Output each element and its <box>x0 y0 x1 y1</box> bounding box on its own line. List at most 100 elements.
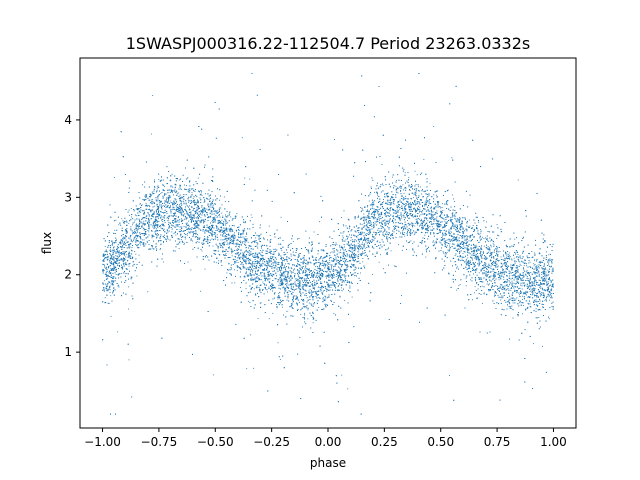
data-point <box>314 284 315 286</box>
data-point <box>145 196 147 198</box>
data-point <box>327 296 329 298</box>
data-point <box>510 272 512 274</box>
data-point <box>518 294 520 296</box>
data-point <box>146 241 148 243</box>
data-point <box>436 224 438 226</box>
data-point <box>506 264 508 266</box>
data-point <box>303 256 305 258</box>
data-point <box>133 228 135 230</box>
data-point <box>307 318 309 320</box>
data-point <box>180 214 182 216</box>
data-point <box>245 236 247 238</box>
data-point <box>369 241 371 243</box>
data-point <box>497 266 499 268</box>
data-point <box>497 260 499 261</box>
data-point <box>440 239 442 241</box>
data-point <box>188 216 190 217</box>
data-point <box>371 214 373 215</box>
data-point <box>404 225 406 227</box>
data-point <box>104 254 106 256</box>
data-point <box>447 231 449 233</box>
data-point <box>322 262 324 264</box>
data-point <box>133 240 134 242</box>
data-point <box>212 226 213 228</box>
data-point <box>460 242 462 244</box>
data-point <box>141 226 142 227</box>
data-point <box>505 262 507 263</box>
data-point <box>237 247 239 249</box>
data-point <box>297 256 299 258</box>
data-point <box>488 251 490 253</box>
data-point <box>237 262 239 263</box>
data-point <box>436 225 438 227</box>
data-point <box>232 229 233 231</box>
data-point <box>224 236 226 238</box>
data-point <box>178 248 180 250</box>
data-point <box>326 275 328 277</box>
data-point <box>421 220 422 221</box>
data-point <box>212 230 214 232</box>
data-point <box>104 264 106 266</box>
data-point <box>335 255 337 257</box>
data-point <box>274 248 276 250</box>
data-point <box>339 295 341 297</box>
data-point <box>408 206 410 208</box>
data-point <box>451 231 452 233</box>
data-point <box>238 230 240 232</box>
data-point <box>407 212 409 214</box>
data-point <box>527 272 528 274</box>
data-point <box>517 254 519 255</box>
data-point <box>418 186 419 188</box>
data-point <box>131 216 132 218</box>
data-point <box>451 157 453 159</box>
data-point <box>393 226 394 228</box>
data-point <box>480 229 482 230</box>
data-point <box>403 204 405 205</box>
data-point <box>208 199 210 201</box>
data-point <box>538 279 540 281</box>
data-point <box>133 232 135 234</box>
data-point <box>174 188 176 190</box>
data-point <box>109 285 111 287</box>
data-point <box>336 244 338 246</box>
data-point <box>126 254 128 256</box>
data-point <box>535 284 537 285</box>
data-point <box>217 211 219 213</box>
data-point <box>139 208 141 210</box>
data-point <box>220 226 222 228</box>
data-point <box>517 179 519 181</box>
data-point <box>509 246 511 248</box>
data-point <box>424 234 426 236</box>
data-point <box>412 197 414 199</box>
data-point <box>303 258 305 260</box>
data-point <box>377 240 379 242</box>
data-point <box>179 188 181 190</box>
data-point <box>195 227 197 229</box>
data-point <box>169 230 170 232</box>
data-point <box>511 294 513 296</box>
data-point <box>219 230 221 232</box>
data-point <box>445 216 447 218</box>
data-point <box>501 284 503 286</box>
data-point <box>392 176 394 178</box>
data-point <box>357 242 359 244</box>
data-point <box>522 252 524 254</box>
data-point <box>221 242 223 244</box>
data-point <box>522 251 524 253</box>
data-point <box>410 229 412 231</box>
data-point <box>322 309 324 310</box>
data-point <box>459 284 461 286</box>
data-point <box>494 276 496 278</box>
data-point <box>177 192 179 194</box>
data-point <box>307 261 308 263</box>
data-point <box>500 231 502 233</box>
data-point <box>420 193 422 195</box>
data-point <box>330 300 332 302</box>
data-point <box>415 184 417 186</box>
data-point <box>474 256 476 258</box>
data-point <box>282 300 284 302</box>
data-point <box>302 284 304 286</box>
data-point <box>111 249 113 251</box>
data-point <box>413 234 415 236</box>
data-point <box>256 285 258 287</box>
